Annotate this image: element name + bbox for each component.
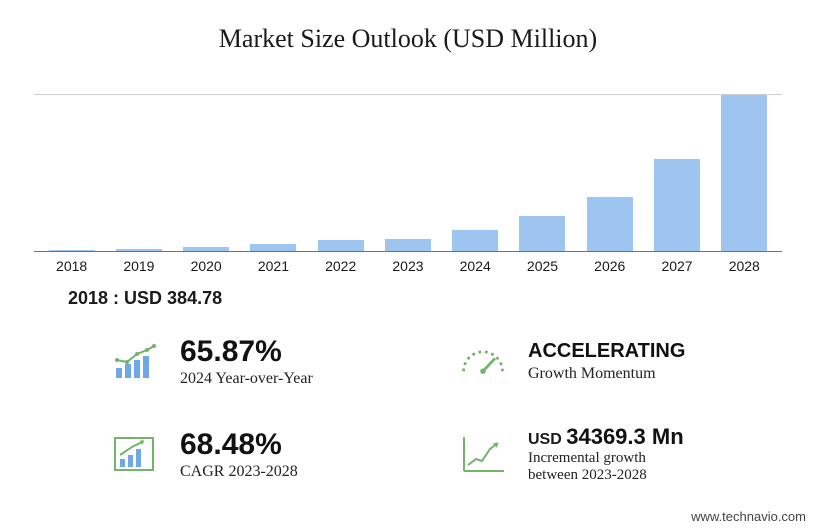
bar-trend-icon xyxy=(110,342,160,382)
bar-slot xyxy=(105,94,172,252)
gauge-icon xyxy=(458,342,508,382)
bar xyxy=(519,216,565,252)
metric-yoy: 65.87% 2024 Year-over-Year xyxy=(110,335,418,388)
x-axis-labels: 2018201920202021202220232024202520262027… xyxy=(34,258,782,274)
x-axis-label: 2018 xyxy=(38,258,105,274)
incremental-label-1: Incremental growth xyxy=(528,450,684,467)
metric-momentum: ACCELERATING Growth Momentum xyxy=(458,335,766,388)
chart-baseline xyxy=(34,251,782,252)
chart-growth-icon xyxy=(110,434,160,474)
bar-slot xyxy=(509,94,576,252)
bar-slot xyxy=(374,94,441,252)
footer-source: www.technavio.com xyxy=(691,509,806,524)
bar-slot xyxy=(307,94,374,252)
bar-slot xyxy=(173,94,240,252)
bar xyxy=(587,197,633,252)
momentum-label: Growth Momentum xyxy=(528,365,685,383)
bar-slot xyxy=(442,94,509,252)
bar xyxy=(452,230,498,252)
metric-cagr: 68.48% CAGR 2023-2028 xyxy=(110,424,418,484)
bar-slot xyxy=(38,94,105,252)
page-title: Market Size Outlook (USD Million) xyxy=(0,0,816,54)
bars-group xyxy=(34,94,782,252)
x-axis-label: 2028 xyxy=(711,258,778,274)
cagr-label: CAGR 2023-2028 xyxy=(180,463,298,481)
bar xyxy=(654,159,700,252)
x-axis-label: 2021 xyxy=(240,258,307,274)
x-axis-label: 2022 xyxy=(307,258,374,274)
bar xyxy=(721,95,767,252)
bar-slot xyxy=(711,94,778,252)
incremental-value: USD 34369.3 Mn xyxy=(528,424,684,450)
trend-up-icon xyxy=(458,434,508,474)
yoy-value: 65.87% xyxy=(180,335,313,368)
x-axis-label: 2024 xyxy=(442,258,509,274)
bar-slot xyxy=(576,94,643,252)
x-axis-label: 2026 xyxy=(576,258,643,274)
x-axis-label: 2027 xyxy=(643,258,710,274)
x-axis-label: 2019 xyxy=(105,258,172,274)
momentum-value: ACCELERATING xyxy=(528,340,685,363)
x-axis-label: 2023 xyxy=(374,258,441,274)
bar-chart: 2018201920202021202220232024202520262027… xyxy=(34,94,782,274)
metric-incremental: USD 34369.3 Mn Incremental growth betwee… xyxy=(458,424,766,484)
bar-slot xyxy=(643,94,710,252)
yoy-label: 2024 Year-over-Year xyxy=(180,370,313,388)
x-axis-label: 2025 xyxy=(509,258,576,274)
x-axis-label: 2020 xyxy=(173,258,240,274)
cagr-value: 68.48% xyxy=(180,428,298,461)
metrics-grid: 65.87% 2024 Year-over-Year ACCELERATING … xyxy=(110,335,766,484)
incremental-label-2: between 2023-2028 xyxy=(528,467,684,484)
bar-slot xyxy=(240,94,307,252)
baseline-note: 2018 : USD 384.78 xyxy=(68,288,816,309)
